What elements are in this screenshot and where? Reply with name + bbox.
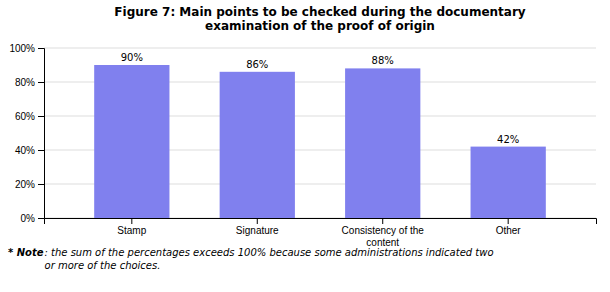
tick: Consistency of thecontent (342, 218, 425, 248)
bar (471, 147, 546, 218)
tick-mark (38, 184, 44, 185)
bars (94, 65, 546, 218)
tick-mark (38, 116, 44, 117)
axis-line (45, 219, 597, 225)
data-label: 86% (246, 59, 268, 70)
tick-mark (38, 150, 44, 151)
tick-mark (38, 218, 44, 219)
tick-label: 40% (15, 145, 35, 156)
data-label: 88% (372, 55, 394, 66)
tick-label: Signature (236, 225, 279, 236)
bar (345, 68, 420, 218)
tick: 100% (9, 43, 44, 54)
tick-mark (508, 218, 509, 224)
tick-mark (38, 48, 44, 49)
chart: Figure 7: Main points to be checked duri… (0, 0, 610, 292)
tick: 20% (15, 179, 44, 190)
tick-label: 0% (21, 213, 36, 224)
x-axis: Stamp Signature Consistency of thecontent O… (45, 218, 597, 248)
tick: 80% (15, 77, 44, 88)
grid (44, 48, 596, 218)
bar (94, 65, 169, 218)
tick-label: Consistency of thecontent (342, 225, 425, 248)
tick-mark (257, 218, 258, 224)
note: : the sum of the percentages exceeds 100… (45, 247, 494, 271)
data-labels: 90% 86% 88% 42% (121, 52, 520, 145)
tick-label: Stamp (117, 225, 146, 236)
data-label: 42% (497, 134, 519, 145)
axis-line (38, 49, 45, 219)
y-axis: 0% 20% 40% 60% 80% 100% (9, 43, 44, 224)
title: Figure 7: Main points to be checked duri… (114, 5, 525, 33)
tick: 0% (21, 213, 44, 224)
tick: Stamp (117, 218, 146, 236)
note-label: * Note (8, 247, 44, 258)
tick-label: 60% (15, 111, 35, 122)
data-label: 90% (121, 52, 143, 63)
grid-line (44, 48, 596, 49)
tick-mark (131, 218, 132, 224)
bar (220, 72, 295, 218)
tick-label: 100% (9, 43, 35, 54)
tick: Signature (236, 218, 279, 236)
tick-label: Other (496, 225, 522, 236)
tick-label: 20% (15, 179, 35, 190)
tick: Other (496, 218, 522, 236)
tick-mark (38, 82, 44, 83)
tick: 40% (15, 145, 44, 156)
tick-label: 80% (15, 77, 35, 88)
tick: 60% (15, 111, 44, 122)
tick-mark (382, 218, 383, 224)
plot: 0% 20% 40% 60% 80% 100% Stamp Signature Consiste… (9, 43, 596, 248)
